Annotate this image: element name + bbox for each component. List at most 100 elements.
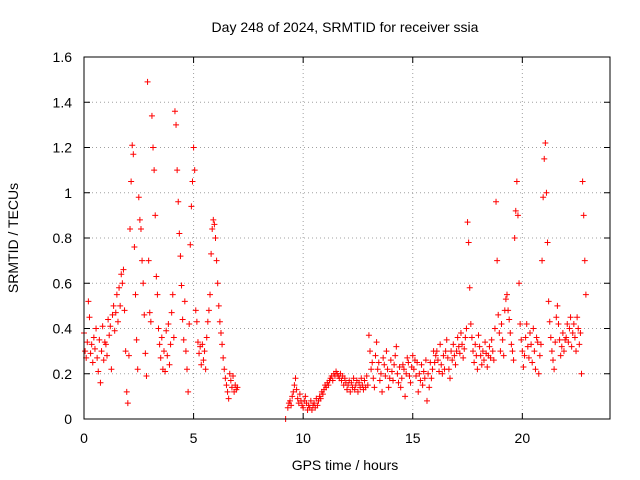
data-point [287,397,294,404]
data-point [211,221,218,228]
data-point [99,323,106,330]
data-point [462,334,469,341]
data-point [444,354,451,361]
data-point [474,366,481,373]
data-point [338,377,345,384]
data-point [532,366,539,373]
data-point [296,391,303,398]
y-tick-label: 0.6 [53,275,73,291]
data-point [503,291,510,298]
data-point [224,388,231,395]
data-point [136,216,143,223]
data-point [217,330,224,337]
data-point [150,144,157,151]
data-point [290,388,297,395]
data-point [133,336,140,343]
data-point [381,361,388,368]
data-point [575,325,582,332]
y-tick-label: 0.2 [53,366,73,382]
data-point [507,330,514,337]
x-tick-label: 0 [80,430,88,446]
data-point [440,352,447,359]
data-point [544,239,551,246]
data-point [201,348,208,355]
data-point [97,379,104,386]
data-point [288,402,295,409]
data-point [570,320,577,327]
data-point [500,352,507,359]
data-point [354,388,361,395]
data-point [214,280,221,287]
data-point [443,336,450,343]
data-point [169,291,176,298]
data-point [314,402,321,409]
data-point [371,384,378,391]
data-point [363,373,370,380]
data-point [447,375,454,382]
data-point [86,314,93,321]
data-point [425,370,432,377]
data-point [482,339,489,346]
data-point [178,282,185,289]
data-point [445,366,452,373]
data-point [420,368,427,375]
data-point [442,348,449,355]
x-tick-label: 20 [515,430,531,446]
data-point [307,397,314,404]
x-tick-label: 5 [190,430,198,446]
data-point [220,354,227,361]
data-point [489,348,496,355]
data-point [209,225,216,232]
data-point [174,167,181,174]
data-point [550,357,557,364]
data-point [182,348,189,355]
data-point [422,357,429,364]
data-point [416,370,423,377]
data-point [364,382,371,389]
grid [84,57,610,419]
data-point [460,354,467,361]
data-point [95,368,102,375]
data-point [91,345,98,352]
data-point [415,388,422,395]
data-point [154,291,161,298]
data-point [188,203,195,210]
data-point [187,241,194,248]
data-point [502,296,509,303]
data-point [465,239,472,246]
data-point [146,309,153,316]
data-point [143,373,150,380]
data-point [196,350,203,357]
data-point [573,348,580,355]
data-point [352,382,359,389]
data-point [189,178,196,185]
data-point [571,334,578,341]
data-point [284,404,291,411]
data-point [463,325,470,332]
data-point [119,280,126,287]
data-point [171,108,178,115]
y-tick-label: 1.6 [53,49,73,65]
data-point [554,302,561,309]
data-point [488,336,495,343]
data-point [530,325,537,332]
data-point [383,348,390,355]
data-point [556,336,563,343]
data-point [564,320,571,327]
data-point [127,225,134,232]
data-point [100,357,107,364]
data-point [131,244,138,251]
data-point [94,354,101,361]
data-point [517,320,524,327]
data-point [89,359,96,366]
data-point [540,194,547,201]
data-point [386,375,393,382]
data-point [114,318,121,325]
data-point [467,320,474,327]
data-point [152,212,159,219]
data-point [541,155,548,162]
data-point [289,393,296,400]
data-point [294,395,301,402]
data-point [82,348,89,355]
data-point [106,332,113,339]
